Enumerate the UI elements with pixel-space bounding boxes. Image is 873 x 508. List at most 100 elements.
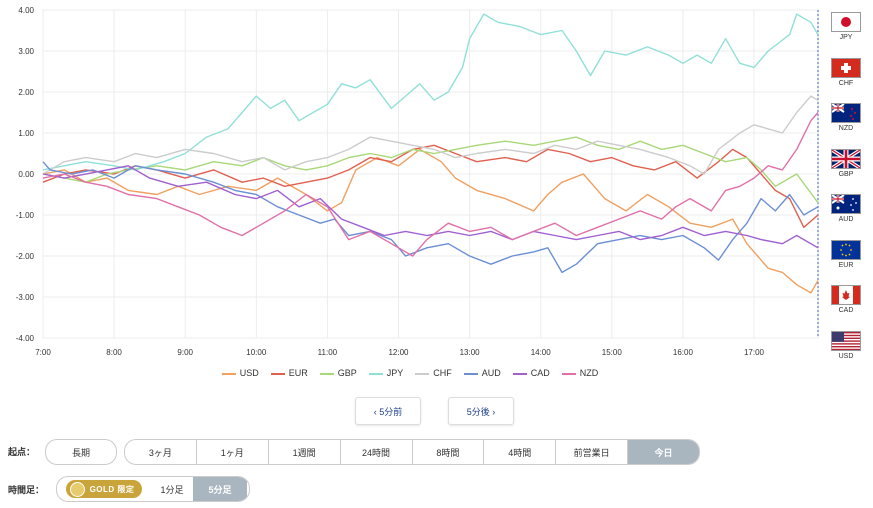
legend-item-chf[interactable]: CHF bbox=[415, 368, 452, 378]
range-option[interactable]: 1ヶ月 bbox=[195, 440, 268, 464]
x-tick-label: 9:00 bbox=[177, 348, 193, 357]
series-line-nzd bbox=[42, 112, 819, 257]
flag-jp-icon bbox=[831, 12, 861, 32]
series-line-gbp bbox=[42, 136, 819, 204]
x-tick-label: 16:00 bbox=[673, 348, 694, 357]
flag-au-icon bbox=[831, 194, 861, 214]
range-selector: 3ヶ月 1ヶ月 1週間 24時間 8時間 4時間 前営業日 今日 bbox=[124, 439, 700, 465]
legend-swatch bbox=[463, 372, 478, 375]
flag-item-chf[interactable]: CHF bbox=[830, 57, 862, 87]
flag-label: AUD bbox=[838, 216, 854, 223]
legend-swatch bbox=[512, 372, 527, 375]
y-tick-label: -2.00 bbox=[16, 252, 35, 261]
x-tick-label: 11:00 bbox=[318, 348, 338, 357]
y-tick-label: 0.00 bbox=[18, 170, 34, 179]
prev-5min-button[interactable]: ‹ 5分前 bbox=[355, 397, 421, 425]
chart-legend: USD EUR GBP JPY CHF AUD CAD NZD bbox=[0, 368, 820, 378]
y-tick-label: -4.00 bbox=[16, 334, 35, 343]
legend-label: USD bbox=[239, 368, 259, 378]
flag-label: CAD bbox=[838, 307, 854, 314]
range-option[interactable]: 8時間 bbox=[411, 440, 484, 464]
legend-swatch bbox=[221, 372, 236, 375]
y-tick-label: 3.00 bbox=[18, 47, 34, 56]
flag-label: USD bbox=[838, 352, 854, 360]
flag-item-aud[interactable]: AUD bbox=[830, 194, 862, 223]
legend-swatch bbox=[270, 372, 285, 375]
legend-item-aud[interactable]: AUD bbox=[463, 368, 501, 378]
range-option[interactable]: 1週間 bbox=[267, 440, 340, 464]
flag-gb-icon bbox=[831, 148, 861, 169]
timeframe-selector: GOLD 限定 1分足 5分足 bbox=[56, 476, 250, 502]
x-tick-label: 12:00 bbox=[388, 348, 409, 357]
timeframe-option[interactable]: 1分足 bbox=[160, 484, 184, 495]
legend-label: AUD bbox=[481, 368, 501, 378]
range-option[interactable]: 24時間 bbox=[339, 440, 412, 464]
range-option[interactable]: 今日 bbox=[627, 440, 699, 464]
flag-item-usd[interactable]: USD bbox=[830, 330, 862, 360]
x-tick-label: 13:00 bbox=[460, 348, 481, 357]
range-option[interactable]: 3ヶ月 bbox=[148, 447, 172, 458]
y-tick-label: 4.00 bbox=[18, 6, 34, 15]
flag-nz-icon bbox=[831, 103, 861, 123]
timeframe-label: 時間足： bbox=[8, 485, 45, 495]
legend-item-eur[interactable]: EUR bbox=[270, 368, 308, 378]
legend-label: NZD bbox=[579, 368, 599, 378]
y-tick-label: 1.00 bbox=[18, 129, 34, 138]
flag-ch-icon bbox=[831, 57, 861, 78]
range-option[interactable]: 4時間 bbox=[483, 440, 555, 464]
legend-swatch bbox=[415, 372, 430, 375]
flag-item-eur[interactable]: EUR bbox=[830, 239, 862, 269]
gold-badge: GOLD 限定 bbox=[65, 480, 143, 498]
chart-series-lines bbox=[42, 13, 819, 294]
legend-label: EUR bbox=[288, 368, 308, 378]
x-tick-label: 14:00 bbox=[531, 348, 552, 357]
gold-badge-label: GOLD 限定 bbox=[89, 484, 135, 494]
series-line-jpy bbox=[42, 13, 819, 171]
y-tick-label: 2.00 bbox=[18, 88, 34, 97]
legend-item-usd[interactable]: USD bbox=[221, 368, 259, 378]
gold-timeframe[interactable]: GOLD 限定 bbox=[57, 477, 151, 501]
legend-swatch bbox=[319, 372, 334, 375]
x-tick-label: 17:00 bbox=[744, 348, 765, 357]
flag-eu-icon bbox=[831, 239, 861, 260]
x-axis-ticks: 7:00 8:00 9:00 10:00 11:00 12:00 13:00 14:00 15:… bbox=[35, 348, 764, 357]
y-tick-label: -1.00 bbox=[16, 211, 35, 220]
legend-label: JPY bbox=[386, 368, 404, 378]
y-axis-ticks: 4.00 3.00 2.00 1.00 0.00 -1.00 -2.00 -3.00 -4.00 bbox=[16, 6, 35, 343]
series-line-aud bbox=[42, 161, 819, 274]
currency-strength-chart: 4.00 3.00 2.00 1.00 0.00 -1.00 -2.00 -3.00 -4.00… bbox=[16, 6, 819, 357]
legend-swatch bbox=[561, 372, 576, 375]
series-line-eur bbox=[42, 144, 819, 229]
timeframe-option[interactable]: 5分足 bbox=[193, 477, 247, 501]
legend-label: CAD bbox=[530, 368, 550, 378]
legend-item-jpy[interactable]: JPY bbox=[368, 368, 404, 378]
flag-item-gbp[interactable]: GBP bbox=[830, 148, 862, 178]
x-tick-label: 8:00 bbox=[106, 348, 122, 357]
flag-ca-icon bbox=[831, 285, 861, 305]
range-long-button[interactable]: 長期 bbox=[45, 439, 117, 465]
legend-swatch bbox=[368, 372, 383, 375]
legend-item-cad[interactable]: CAD bbox=[512, 368, 550, 378]
series-line-usd bbox=[42, 148, 819, 294]
legend-item-nzd[interactable]: NZD bbox=[561, 368, 599, 378]
flag-label: EUR bbox=[838, 261, 854, 269]
legend-label: CHF bbox=[433, 368, 452, 378]
x-tick-label: 15:00 bbox=[602, 348, 623, 357]
legend-item-gbp[interactable]: GBP bbox=[319, 368, 357, 378]
series-line-chf bbox=[42, 95, 819, 175]
flag-item-jpy[interactable]: JPY bbox=[830, 12, 862, 41]
flag-item-cad[interactable]: CAD bbox=[830, 285, 862, 314]
legend-label: GBP bbox=[337, 368, 357, 378]
flag-label: GBP bbox=[838, 170, 854, 178]
series-line-cad bbox=[42, 165, 819, 249]
next-5min-button[interactable]: 5分後 › bbox=[448, 397, 514, 425]
flag-item-nzd[interactable]: NZD bbox=[830, 103, 862, 132]
y-tick-label: -3.00 bbox=[16, 293, 35, 302]
x-tick-label: 7:00 bbox=[35, 348, 51, 357]
start-label: 起点： bbox=[8, 447, 36, 457]
flag-label: CHF bbox=[838, 79, 854, 87]
x-tick-label: 10:00 bbox=[246, 348, 267, 357]
flag-label: NZD bbox=[838, 125, 854, 132]
range-option[interactable]: 前営業日 bbox=[555, 440, 627, 464]
flag-us-icon bbox=[831, 330, 861, 351]
